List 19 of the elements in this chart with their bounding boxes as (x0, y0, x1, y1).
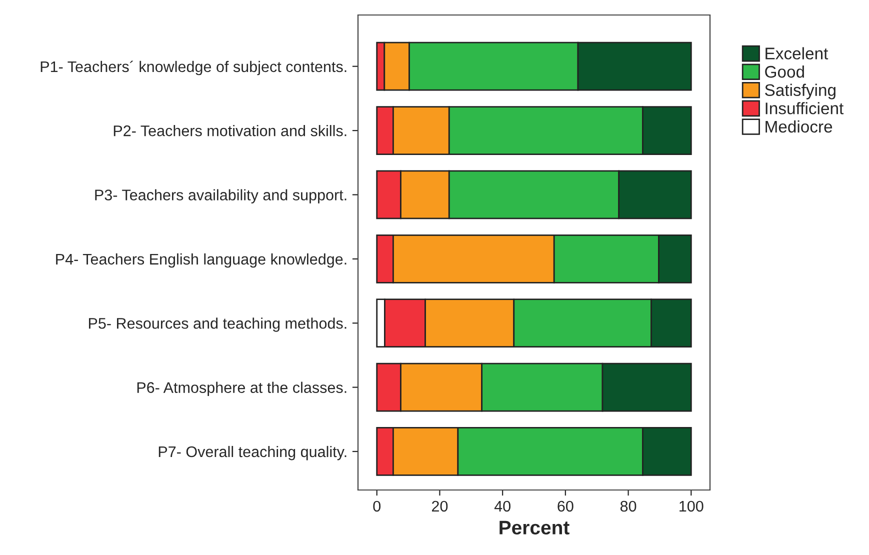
x-tick-label: 80 (620, 500, 636, 512)
x-tick-label: 0 (373, 500, 381, 512)
legend-label: Excelent (766, 47, 828, 60)
legend-label: Good (765, 65, 804, 78)
x-tick-label: 60 (558, 500, 574, 512)
x-tick-label: 40 (494, 500, 510, 512)
y-tick-label: P6- Atmosphere at the classes. (137, 382, 346, 396)
x-tick-label: 100 (680, 500, 704, 512)
y-tick-label: P7- Overall teaching quality. (158, 446, 346, 460)
y-tick-label: P4- Teachers English language knowledge. (56, 253, 346, 268)
x-tick-label: 20 (432, 500, 448, 512)
legend-label: Mediocre (766, 120, 832, 133)
y-tick-label: P3- Teachers availability and support. (95, 189, 346, 204)
y-tick-label: P5- Resources and teaching methods. (88, 318, 346, 332)
y-tick-label: P2- Teachers motivation and skills. (114, 125, 346, 136)
x-axis-title: Percent (500, 520, 570, 534)
y-tick-label: P1- Teachers´ knowledge of subject contents. (40, 60, 346, 76)
legend-label: Satisfying (765, 84, 836, 100)
legend-label: Insufficient (766, 102, 844, 114)
